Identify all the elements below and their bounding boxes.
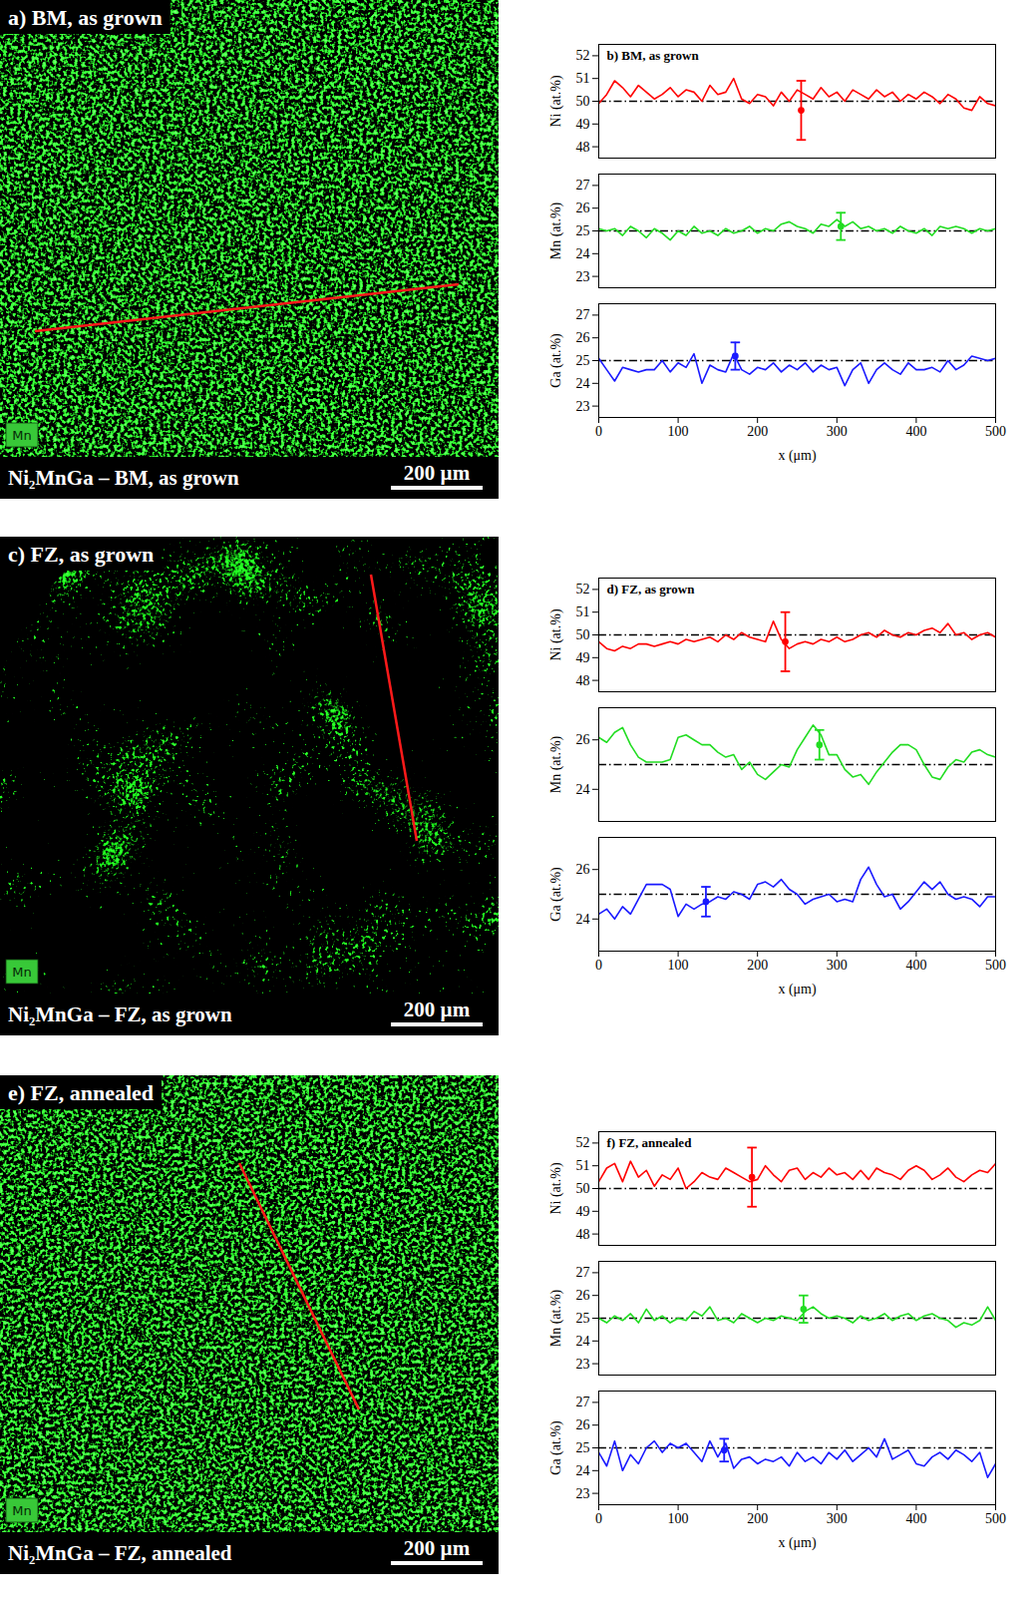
svg-text:Ga (at.%): Ga (at.%) xyxy=(548,1419,565,1475)
svg-text:Ni (at.%): Ni (at.%) xyxy=(548,74,565,127)
svg-text:0: 0 xyxy=(595,957,603,973)
svg-text:25: 25 xyxy=(576,1439,591,1455)
svg-text:25: 25 xyxy=(576,352,591,368)
svg-text:27: 27 xyxy=(576,1264,591,1280)
svg-text:Mn (at.%): Mn (at.%) xyxy=(548,201,565,260)
svg-text:a) BM, as grown: a) BM, as grown xyxy=(7,4,163,30)
svg-text:24: 24 xyxy=(576,1462,591,1478)
svg-text:f) FZ, annealed: f) FZ, annealed xyxy=(607,1134,693,1150)
svg-text:25: 25 xyxy=(576,1310,591,1326)
svg-text:b) BM, as grown: b) BM, as grown xyxy=(607,47,700,63)
svg-text:48: 48 xyxy=(576,673,591,689)
svg-text:52: 52 xyxy=(576,47,591,63)
svg-text:26: 26 xyxy=(576,861,591,877)
svg-text:Mn: Mn xyxy=(11,1502,31,1518)
svg-text:27: 27 xyxy=(576,1393,591,1409)
svg-text:Ga (at.%): Ga (at.%) xyxy=(548,866,565,922)
svg-text:23: 23 xyxy=(576,398,591,414)
svg-text:200 µm: 200 µm xyxy=(403,1535,471,1560)
svg-text:c) FZ, as grown: c) FZ, as grown xyxy=(7,541,154,567)
svg-text:Ni (at.%): Ni (at.%) xyxy=(548,608,565,661)
svg-text:48: 48 xyxy=(576,1226,591,1242)
svg-text:24: 24 xyxy=(576,781,591,797)
svg-text:27: 27 xyxy=(576,177,591,193)
svg-text:400: 400 xyxy=(905,423,927,439)
svg-text:26: 26 xyxy=(576,1287,591,1303)
svg-text:Ni (at.%): Ni (at.%) xyxy=(548,1161,565,1214)
svg-text:24: 24 xyxy=(576,911,591,927)
svg-text:200: 200 xyxy=(746,957,768,973)
svg-text:200 µm: 200 µm xyxy=(403,997,471,1022)
svg-text:x (μm): x (μm) xyxy=(777,447,817,464)
svg-text:49: 49 xyxy=(576,116,591,132)
svg-text:0: 0 xyxy=(595,1510,603,1526)
svg-text:26: 26 xyxy=(576,1416,591,1432)
svg-text:27: 27 xyxy=(576,307,591,323)
svg-text:x (μm): x (μm) xyxy=(777,981,817,998)
svg-text:52: 52 xyxy=(576,581,591,597)
svg-text:51: 51 xyxy=(576,604,591,620)
svg-text:52: 52 xyxy=(576,1134,591,1150)
svg-text:24: 24 xyxy=(576,1333,591,1349)
svg-text:200 µm: 200 µm xyxy=(403,460,471,485)
svg-text:51: 51 xyxy=(576,70,591,86)
svg-text:Mn: Mn xyxy=(11,964,31,980)
svg-text:400: 400 xyxy=(905,1510,927,1526)
svg-text:26: 26 xyxy=(576,731,591,747)
svg-text:49: 49 xyxy=(576,1203,591,1219)
svg-text:Mn (at.%): Mn (at.%) xyxy=(548,1288,565,1347)
svg-text:23: 23 xyxy=(576,269,591,285)
svg-text:Ni₂MnGa – FZ, annealed: Ni₂MnGa – FZ, annealed xyxy=(7,1540,233,1565)
svg-text:50: 50 xyxy=(576,1180,591,1196)
svg-text:300: 300 xyxy=(826,957,848,973)
svg-text:100: 100 xyxy=(668,1510,690,1526)
svg-text:300: 300 xyxy=(826,423,848,439)
svg-text:200: 200 xyxy=(746,1510,768,1526)
svg-text:d) FZ, as grown: d) FZ, as grown xyxy=(607,581,696,597)
svg-text:50: 50 xyxy=(576,93,591,109)
svg-text:23: 23 xyxy=(576,1485,591,1501)
svg-text:400: 400 xyxy=(905,957,927,973)
svg-text:26: 26 xyxy=(576,200,591,216)
svg-text:500: 500 xyxy=(985,423,1007,439)
svg-text:51: 51 xyxy=(576,1157,591,1173)
svg-text:26: 26 xyxy=(576,330,591,345)
svg-text:Ni₂MnGa – FZ, as grown: Ni₂MnGa – FZ, as grown xyxy=(7,1002,233,1027)
svg-text:100: 100 xyxy=(668,423,690,439)
svg-text:49: 49 xyxy=(576,650,591,666)
svg-text:48: 48 xyxy=(576,139,591,155)
svg-text:23: 23 xyxy=(576,1356,591,1372)
svg-text:200: 200 xyxy=(746,423,768,439)
svg-text:x (μm): x (μm) xyxy=(777,1534,817,1551)
svg-text:25: 25 xyxy=(576,223,591,239)
svg-text:Mn: Mn xyxy=(11,427,31,443)
svg-text:Ga (at.%): Ga (at.%) xyxy=(548,333,565,388)
svg-text:24: 24 xyxy=(576,375,591,391)
svg-text:e) FZ, annealed: e) FZ, annealed xyxy=(7,1079,154,1105)
svg-text:50: 50 xyxy=(576,627,591,643)
svg-text:Ni₂MnGa – BM, as grown: Ni₂MnGa – BM, as grown xyxy=(7,465,240,490)
svg-text:24: 24 xyxy=(576,246,591,262)
svg-text:500: 500 xyxy=(985,1510,1007,1526)
svg-text:500: 500 xyxy=(985,957,1007,973)
svg-text:300: 300 xyxy=(826,1510,848,1526)
svg-text:100: 100 xyxy=(668,957,690,973)
svg-text:Mn (at.%): Mn (at.%) xyxy=(548,734,565,793)
svg-text:0: 0 xyxy=(595,423,603,439)
